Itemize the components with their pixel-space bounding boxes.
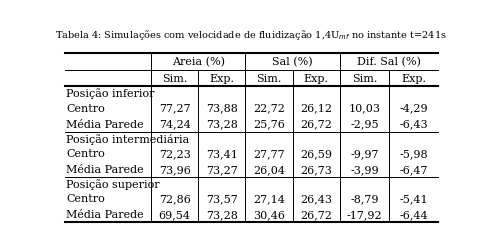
- Text: 77,27: 77,27: [159, 103, 190, 113]
- Text: 73,88: 73,88: [205, 103, 237, 113]
- Text: -2,95: -2,95: [349, 119, 378, 129]
- Text: Dif. Sal (%): Dif. Sal (%): [356, 57, 420, 67]
- Text: Exp.: Exp.: [303, 74, 328, 84]
- Text: 10,03: 10,03: [347, 103, 380, 113]
- Text: Posição inferior: Posição inferior: [66, 88, 155, 99]
- Text: -6,47: -6,47: [399, 164, 427, 174]
- Text: -5,98: -5,98: [399, 148, 427, 158]
- Text: 26,43: 26,43: [300, 194, 331, 204]
- Text: 73,28: 73,28: [205, 209, 237, 219]
- Text: -17,92: -17,92: [346, 209, 382, 219]
- Text: 26,04: 26,04: [252, 164, 285, 174]
- Text: 27,14: 27,14: [252, 194, 285, 204]
- Text: 72,23: 72,23: [159, 148, 190, 158]
- Text: Sim.: Sim.: [256, 74, 281, 84]
- Text: 30,46: 30,46: [252, 209, 285, 219]
- Text: -3,99: -3,99: [349, 164, 378, 174]
- Text: 26,12: 26,12: [300, 103, 331, 113]
- Text: -9,97: -9,97: [349, 148, 378, 158]
- Text: Centro: Centro: [66, 148, 105, 158]
- Text: 27,77: 27,77: [253, 148, 284, 158]
- Text: Média Parede: Média Parede: [66, 119, 144, 129]
- Text: 26,72: 26,72: [300, 119, 331, 129]
- Text: Exp.: Exp.: [400, 74, 425, 84]
- Text: Média Parede: Média Parede: [66, 209, 144, 219]
- Text: -6,44: -6,44: [399, 209, 427, 219]
- Text: Centro: Centro: [66, 103, 105, 113]
- Text: 73,28: 73,28: [205, 119, 237, 129]
- Text: Sim.: Sim.: [351, 74, 376, 84]
- Text: 72,86: 72,86: [159, 194, 190, 204]
- Text: 26,72: 26,72: [300, 209, 331, 219]
- Text: Média Parede: Média Parede: [66, 164, 144, 174]
- Text: -8,79: -8,79: [349, 194, 378, 204]
- Text: Posição intermediária: Posição intermediária: [66, 133, 189, 144]
- Text: 22,72: 22,72: [252, 103, 285, 113]
- Text: Sal (%): Sal (%): [272, 57, 312, 67]
- Text: Sim.: Sim.: [162, 74, 187, 84]
- Text: Posição superior: Posição superior: [66, 178, 160, 189]
- Text: 73,96: 73,96: [159, 164, 190, 174]
- Text: Exp.: Exp.: [209, 74, 234, 84]
- Text: -4,29: -4,29: [399, 103, 427, 113]
- Text: 25,76: 25,76: [252, 119, 285, 129]
- Text: Centro: Centro: [66, 194, 105, 204]
- Text: 73,57: 73,57: [205, 194, 237, 204]
- Text: -5,41: -5,41: [399, 194, 427, 204]
- Text: Areia (%): Areia (%): [171, 57, 224, 67]
- Text: 73,27: 73,27: [205, 164, 237, 174]
- Text: 26,73: 26,73: [300, 164, 331, 174]
- Text: 74,24: 74,24: [159, 119, 190, 129]
- Text: -6,43: -6,43: [399, 119, 427, 129]
- Text: 73,41: 73,41: [205, 148, 237, 158]
- Text: Tabela 4: Simulações com velocidade de fluidização 1,4U$_{mf}$ no instante t=241: Tabela 4: Simulações com velocidade de f…: [55, 28, 446, 42]
- Text: 26,59: 26,59: [300, 148, 331, 158]
- Text: 69,54: 69,54: [158, 209, 190, 219]
